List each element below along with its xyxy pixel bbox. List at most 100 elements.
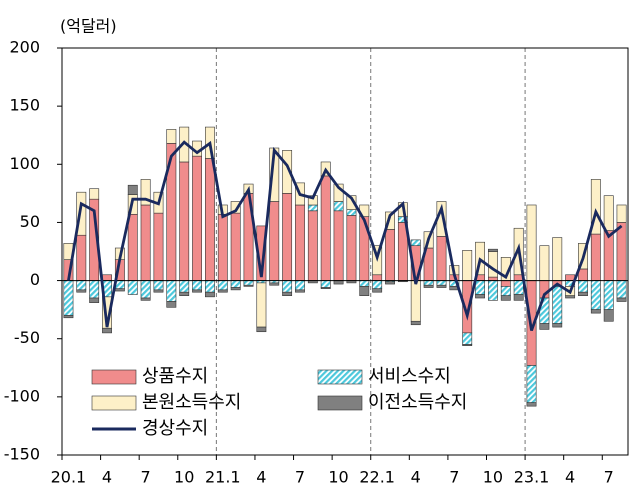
bar: [89, 188, 100, 200]
bar: [346, 195, 357, 210]
bar: [192, 155, 202, 281]
bar: [282, 280, 293, 293]
bar: [475, 294, 485, 299]
plot-frame: [61, 47, 629, 456]
bar: [256, 326, 267, 333]
bar: [102, 327, 112, 334]
bar: [372, 280, 383, 290]
bar: [89, 280, 100, 299]
bar: [603, 309, 614, 322]
bar: [552, 237, 563, 281]
bar: [578, 280, 588, 293]
x-tick-label: 4: [411, 468, 421, 487]
bar: [230, 201, 241, 214]
bar: [346, 215, 357, 281]
bar: [346, 209, 357, 216]
x-tick-label: 4: [565, 468, 575, 487]
y-tick-label: -150: [4, 445, 40, 464]
bar: [102, 274, 112, 281]
legend-label: 이전소득수지: [368, 392, 467, 413]
line-series: [67, 140, 623, 332]
bar: [552, 286, 563, 324]
bar: [590, 233, 601, 281]
x-tick-label: 4: [102, 468, 112, 487]
bar: [256, 282, 267, 328]
bar: [333, 280, 344, 285]
y-tick-label: 150: [9, 96, 40, 115]
bar: [372, 274, 383, 281]
bar: [462, 332, 473, 345]
bar: [616, 297, 627, 302]
bar: [410, 320, 421, 326]
bar: [153, 212, 164, 281]
bar: [320, 175, 331, 281]
bar: [410, 239, 421, 246]
legend-swatch: [91, 395, 137, 411]
y-tick-label: 50: [20, 212, 40, 231]
legend-label: 경상수지: [142, 418, 208, 439]
x-tick-label: 7: [141, 468, 151, 487]
bar: [359, 280, 370, 287]
bar: [295, 280, 305, 291]
x-tick-label: 10: [328, 468, 348, 487]
bar: [140, 297, 151, 301]
legend-label: 서비스수지: [368, 366, 451, 387]
bar: [153, 280, 164, 291]
bar: [513, 294, 524, 301]
bar: [462, 344, 473, 346]
bar: [295, 289, 305, 293]
bar: [488, 280, 498, 301]
bar: [475, 280, 485, 295]
bar: [217, 213, 228, 281]
bar: [436, 236, 447, 281]
bar: [89, 297, 100, 303]
bar: [140, 280, 151, 299]
bar: [590, 280, 601, 310]
bar: [114, 288, 125, 292]
bar: [282, 291, 293, 296]
bar: [230, 280, 241, 288]
x-tick-label: 21.1: [205, 468, 241, 487]
bar: [63, 315, 74, 319]
bar: [205, 280, 215, 293]
bar: [603, 195, 614, 231]
bar: [269, 282, 280, 286]
bar: [243, 280, 254, 286]
bar: [423, 284, 434, 288]
bar: [500, 280, 511, 287]
bar: [385, 229, 395, 281]
bar: [539, 245, 550, 281]
bar: [192, 289, 202, 293]
bar: [500, 295, 511, 301]
bar: [513, 280, 524, 295]
bar: [192, 280, 202, 291]
bar: [488, 248, 498, 252]
bar: [295, 204, 305, 281]
y-tick-label: -100: [4, 386, 40, 405]
bar: [179, 161, 190, 281]
bar: [488, 251, 498, 278]
bar: [616, 280, 627, 299]
x-tick-label: 10: [174, 468, 194, 487]
bar: [436, 284, 447, 288]
y-tick-label: 0: [30, 270, 40, 289]
legend-label: 본원소득수지: [142, 392, 241, 413]
bar: [590, 179, 601, 235]
bar: [127, 184, 138, 195]
bar: [179, 280, 190, 293]
bar: [217, 280, 228, 291]
bar: [282, 150, 293, 194]
bar: [127, 280, 138, 295]
bar: [436, 280, 447, 286]
bar: [153, 289, 164, 293]
x-tick-label: 4: [256, 468, 266, 487]
x-tick-label: 10: [483, 468, 503, 487]
bar: [166, 301, 177, 308]
bar: [217, 289, 228, 293]
bar: [616, 204, 627, 223]
bar: [307, 210, 318, 281]
x-tick-label: 22.1: [359, 468, 395, 487]
y-tick-label: 100: [9, 154, 40, 173]
bar: [423, 280, 434, 286]
bar: [552, 323, 563, 328]
